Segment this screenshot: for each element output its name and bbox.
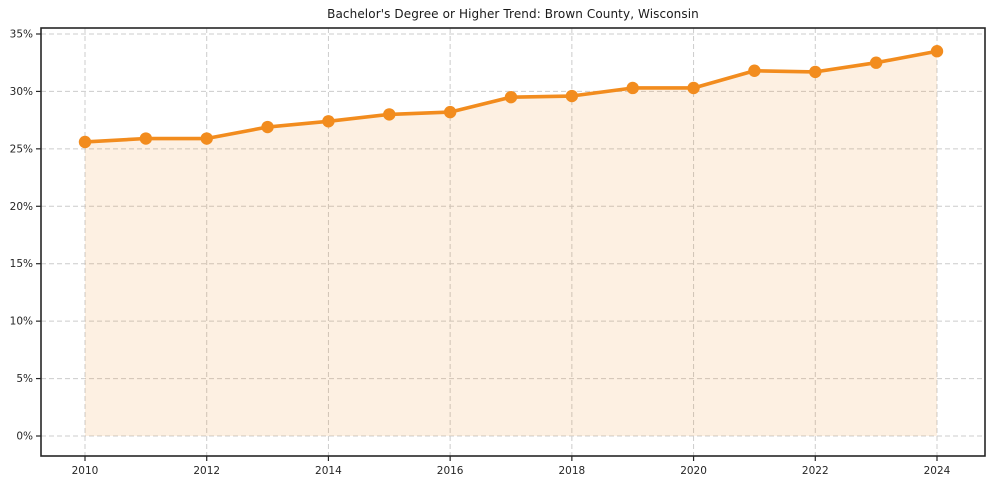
y-tick-label: 35%	[10, 28, 33, 40]
data-point-marker	[261, 120, 274, 134]
y-tick-label: 30%	[10, 86, 33, 98]
x-tick-label: 2024	[924, 465, 951, 477]
y-tick-label: 0%	[16, 431, 33, 443]
area-fill	[85, 51, 937, 437]
x-tick-label: 2012	[193, 465, 220, 477]
data-point-marker	[869, 56, 883, 69]
y-tick-label: 20%	[10, 201, 33, 213]
data-point-marker	[809, 65, 822, 79]
data-point-marker	[687, 81, 700, 95]
x-tick-label: 2016	[437, 465, 464, 477]
data-point-marker	[322, 115, 335, 128]
y-tick-label: 10%	[10, 316, 33, 328]
y-tick-label: 25%	[10, 143, 33, 155]
data-point-marker	[930, 45, 944, 58]
x-tick-label: 2022	[802, 465, 829, 477]
data-point-marker	[565, 89, 579, 103]
plot-border	[40, 27, 986, 457]
data-point-marker	[139, 132, 153, 145]
x-tick-label: 2014	[315, 465, 342, 477]
x-tick-label: 2018	[558, 465, 585, 477]
data-point-marker	[443, 105, 457, 119]
x-tick-label: 2010	[72, 465, 99, 477]
x-tick-label: 2020	[680, 465, 707, 477]
y-tick-label: 15%	[10, 258, 33, 270]
data-point-marker	[626, 81, 639, 95]
chart-title: Bachelor's Degree or Higher Trend: Brown…	[327, 7, 699, 21]
data-point-marker	[78, 135, 92, 149]
data-point-marker	[383, 108, 396, 121]
data-point-marker	[504, 90, 518, 104]
data-point-marker	[200, 132, 213, 145]
data-point-marker	[748, 64, 761, 77]
y-tick-label: 5%	[16, 373, 33, 385]
